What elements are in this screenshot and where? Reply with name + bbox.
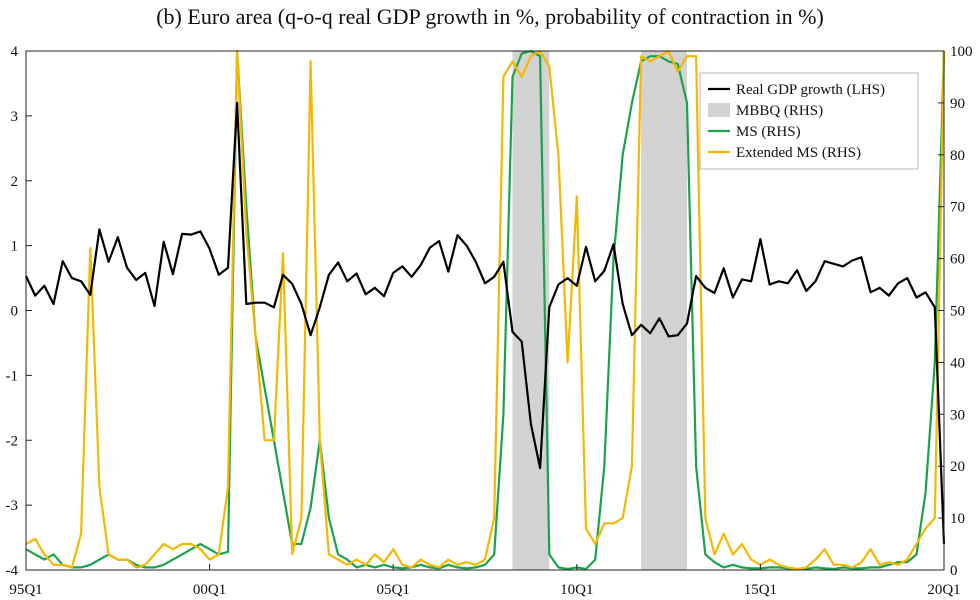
- legend-swatch: [708, 103, 730, 117]
- x-tick-label: 20Q1: [927, 582, 960, 598]
- right-tick-label: 40: [950, 355, 965, 371]
- left-tick-label: 3: [11, 109, 19, 125]
- series-line-gdp: [25, 101, 946, 545]
- right-tick-label: 20: [950, 459, 965, 475]
- x-tick-label: 95Q1: [9, 582, 42, 598]
- left-tick-label: 0: [11, 304, 19, 320]
- right-tick-label: 0: [950, 563, 958, 579]
- series-line-extended-ms: [25, 49, 946, 571]
- x-tick-label: 10Q1: [560, 582, 593, 598]
- left-tick-label: -3: [6, 498, 19, 514]
- x-tick-label: 15Q1: [744, 582, 777, 598]
- right-tick-label: 30: [950, 407, 965, 423]
- right-tick-label: 80: [950, 148, 965, 164]
- right-tick-label: 70: [950, 200, 965, 216]
- chart-title: (b) Euro area (q-o-q real GDP growth in …: [156, 4, 824, 29]
- x-tick-label: 05Q1: [377, 582, 410, 598]
- right-tick-label: 100: [950, 44, 973, 60]
- legend: Real GDP growth (LHS) MBBQ (RHS) MS (RHS) E…: [699, 72, 919, 170]
- left-tick-label: 4: [11, 44, 19, 60]
- legend-label: MBBQ (RHS): [736, 103, 823, 119]
- left-tick-label: -2: [6, 433, 19, 449]
- right-tick-label: 50: [950, 304, 965, 320]
- right-tick-label: 10: [950, 511, 965, 527]
- left-tick-label: 2: [11, 174, 19, 190]
- legend-label: Real GDP growth (LHS): [736, 82, 885, 98]
- right-tick-label: 90: [950, 96, 965, 112]
- mbbq-shaded-regions: [512, 51, 687, 570]
- legend-label: Extended MS (RHS): [736, 145, 861, 161]
- mbbq-shade: [512, 51, 550, 570]
- x-tick-label: 00Q1: [193, 582, 226, 598]
- mbbq-shade: [641, 51, 687, 570]
- legend-label: MS (RHS): [736, 124, 801, 140]
- left-tick-label: -4: [6, 563, 19, 579]
- series-lines: [25, 49, 946, 571]
- left-tick-label: 1: [11, 239, 19, 255]
- legend-box: [699, 72, 919, 170]
- left-tick-label: -1: [6, 368, 19, 384]
- right-tick-label: 60: [950, 252, 965, 268]
